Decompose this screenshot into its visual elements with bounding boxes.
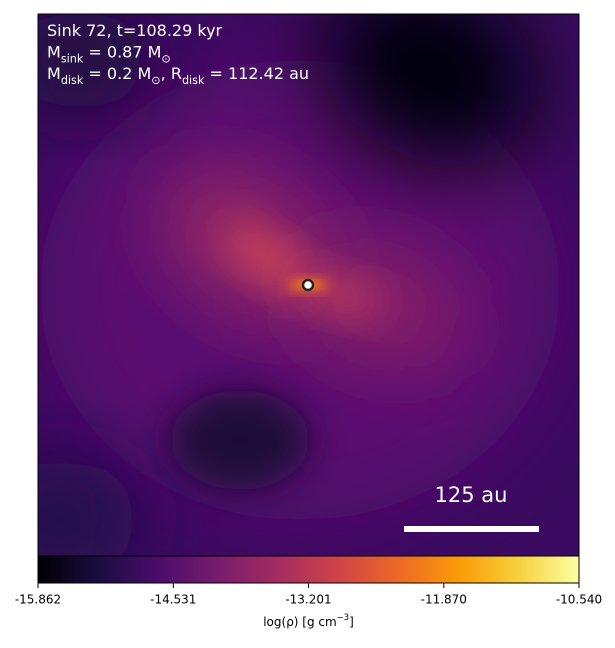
superscript: −3 (337, 612, 349, 622)
subscript: disk (61, 74, 84, 87)
text-segment: M (47, 64, 61, 83)
annotation: Sink 72, t=108.29 kyr (47, 21, 223, 40)
text-segment: = 0.2 M (83, 64, 151, 83)
x-tick-label: -13.201 (285, 593, 331, 607)
text-segment: ] (349, 615, 354, 629)
subscript: disk (182, 74, 205, 87)
subscript: sink (61, 52, 84, 65)
x-tick-label: -10.540 (556, 593, 602, 607)
text-segment: log(ρ) [g cm (263, 615, 337, 629)
scale-bar-label: 125 au (435, 483, 508, 507)
x-tick-label: -11.870 (421, 593, 467, 607)
text-segment: Sink 72, t=108.29 kyr (47, 21, 223, 40)
subscript: ⊙ (161, 52, 170, 65)
x-tick-label: -15.862 (15, 593, 61, 607)
x-tick-label: -14.531 (150, 593, 196, 607)
text-segment: = 0.87 M (83, 42, 161, 61)
text-segment: = 112.42 au (204, 64, 309, 83)
density-map (38, 14, 579, 556)
annotation: Mdisk = 0.2 M⊙, Rdisk = 112.42 au (47, 64, 309, 87)
sink-marker (301, 278, 315, 292)
x-axis-label: log(ρ) [g cm−3] (263, 612, 354, 629)
annotation: Msink = 0.87 M⊙ (47, 42, 171, 65)
text-segment: , R (161, 64, 182, 83)
subscript: ⊙ (151, 74, 160, 87)
colorbar (37, 555, 580, 584)
text-segment: M (47, 42, 61, 61)
